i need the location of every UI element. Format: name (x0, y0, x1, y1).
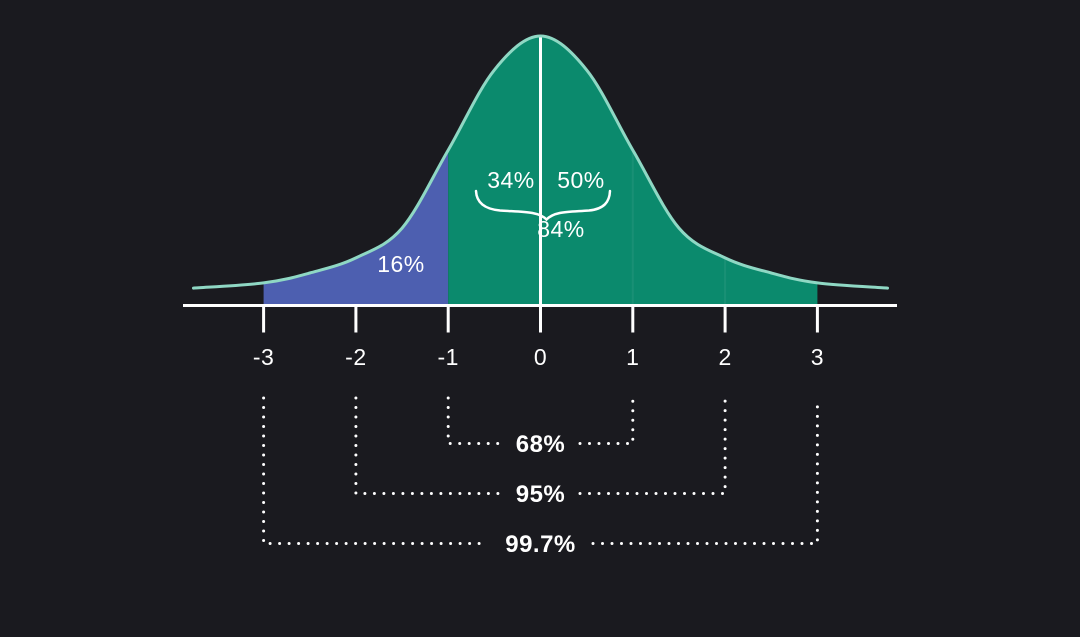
interval-bracket-right-95% (578, 396, 727, 495)
x-tick-label-3: 3 (811, 344, 824, 370)
brace (474, 189, 612, 222)
interval-label-95%: 95% (516, 481, 566, 508)
interval-bracket-left-68% (446, 396, 503, 445)
left-tail-percent-label: 16% (377, 251, 425, 277)
bell-curve-outline (192, 34, 889, 290)
x-tick-label-1: 1 (626, 344, 639, 370)
right-of-mean-percent-label: 50% (557, 167, 605, 193)
interval-bracket-left-95% (354, 396, 503, 495)
interval-label-99.7%: 99.7% (505, 531, 576, 558)
x-tick-label--2: -2 (345, 344, 366, 370)
x-axis-ticks: -3 -2 -1 0 1 2 3 (253, 307, 824, 370)
interval-label-68%: 68% (516, 431, 566, 458)
x-tick-label--1: -1 (437, 344, 458, 370)
interval-brackets: 68% 95% 99.7% (262, 396, 819, 558)
minus1-to-mean-percent-label: 34% (487, 167, 535, 193)
x-tick-label--3: -3 (253, 344, 274, 370)
x-tick-label-2: 2 (718, 344, 731, 370)
interval-bracket-right-99.7% (591, 396, 819, 545)
brace-total-percent-label: 84% (537, 216, 585, 242)
interval-bracket-right-68% (578, 396, 635, 445)
x-tick-label-0: 0 (534, 344, 547, 370)
interval-bracket-left-99.7% (262, 396, 490, 545)
